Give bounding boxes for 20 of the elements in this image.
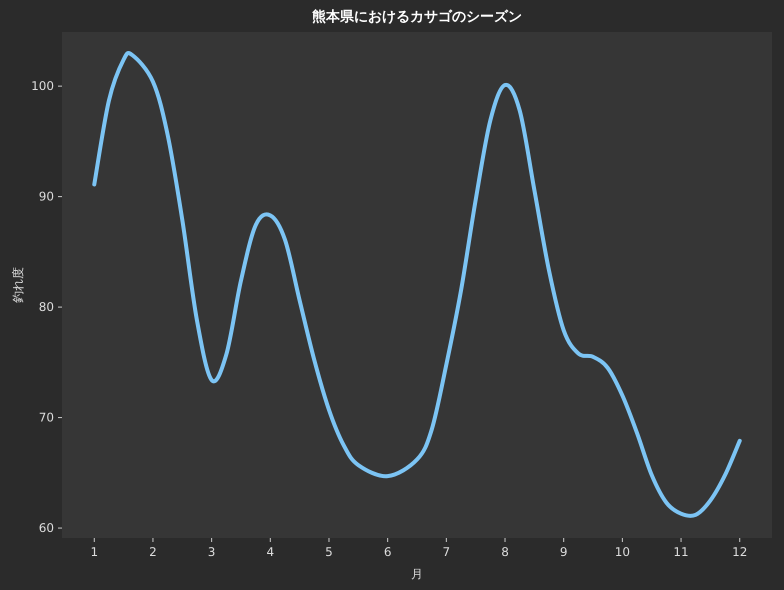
x-tick-label: 2 [149, 545, 157, 559]
y-tick-label: 70 [38, 410, 54, 425]
y-tick-label: 80 [38, 300, 54, 314]
y-tick-label: 90 [38, 190, 54, 204]
x-tick-label: 11 [673, 545, 689, 559]
y-tick-label: 100 [31, 79, 54, 94]
x-tick-label: 1 [90, 545, 98, 559]
x-tick-label: 3 [208, 545, 216, 559]
x-tick-label: 9 [560, 545, 568, 559]
y-axis-title: 釣れ度 [11, 267, 25, 303]
x-tick-label: 4 [266, 545, 274, 559]
x-tick-label: 5 [325, 545, 333, 559]
x-tick-label: 8 [501, 545, 509, 559]
y-tick-label: 60 [38, 521, 54, 536]
chart-title: 熊本県におけるカサゴのシーズン [312, 8, 522, 25]
x-tick-label: 12 [732, 545, 748, 559]
x-tick-label: 6 [384, 545, 392, 559]
x-tick-label: 10 [614, 545, 630, 559]
x-axis-title: 月 [411, 567, 423, 581]
x-tick-label: 7 [442, 545, 450, 559]
